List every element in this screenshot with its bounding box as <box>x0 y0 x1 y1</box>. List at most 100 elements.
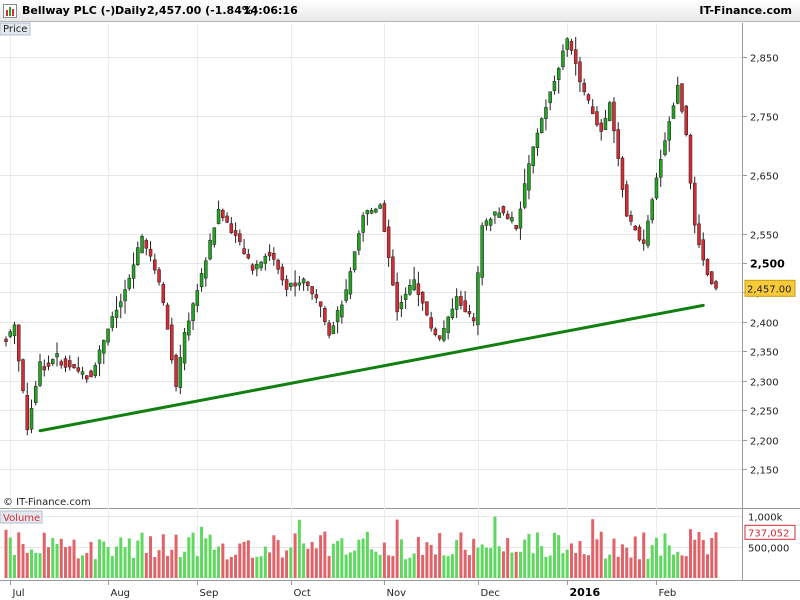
volume-bar <box>382 542 386 578</box>
candle-body <box>34 385 38 403</box>
candle-body <box>544 107 548 119</box>
volume-bar <box>323 531 327 578</box>
volume-bar <box>693 539 697 578</box>
candle-body <box>114 309 119 318</box>
price-tick-label: 2,350 <box>750 348 779 359</box>
candle-body <box>446 316 450 333</box>
volume-bar <box>268 552 272 578</box>
volume-bar <box>544 556 548 578</box>
volume-bar <box>459 532 463 578</box>
candle-body <box>463 300 467 313</box>
volume-bar <box>527 533 531 578</box>
candle-body <box>442 328 446 341</box>
volume-bar <box>157 550 161 578</box>
volume-bar <box>357 539 361 578</box>
last-volume-label: 737,052 <box>748 528 789 539</box>
candle-body <box>412 279 416 291</box>
volume-bar <box>229 556 233 578</box>
candle-body <box>93 365 98 376</box>
volume-bar <box>654 537 658 578</box>
volume-bar <box>472 538 476 578</box>
candle-body <box>272 252 276 260</box>
candle-body <box>208 240 212 260</box>
candle-body <box>556 68 561 80</box>
candle-body <box>369 210 374 214</box>
volume-bar <box>81 555 85 578</box>
volume-bar <box>187 537 191 578</box>
candle-body <box>4 338 8 343</box>
symbol-name: Bellway PLC (-) <box>22 4 116 17</box>
volume-bar <box>629 557 633 578</box>
candle-body <box>38 361 42 386</box>
candle-body <box>459 296 463 306</box>
volume-bar <box>51 538 55 578</box>
volume-bar <box>625 547 629 578</box>
volume-bar <box>310 542 314 578</box>
candle-body <box>395 282 399 313</box>
volume-bar <box>242 541 246 578</box>
volume-bar <box>225 559 229 578</box>
volume-bar <box>59 538 63 578</box>
candle-body <box>148 248 153 257</box>
candle-body <box>25 395 30 430</box>
price-tick-label: 2,250 <box>750 407 779 418</box>
candle-body <box>293 282 297 287</box>
volume-bar <box>391 555 395 578</box>
candle-body <box>501 206 506 214</box>
volume-bar <box>395 519 399 578</box>
candle-body <box>204 260 208 279</box>
price-tick-label: 2,500 <box>750 258 785 271</box>
support-trendline[interactable] <box>38 303 705 433</box>
volume-bar <box>608 554 612 578</box>
last-price-box <box>744 279 796 297</box>
candle-body <box>582 82 586 93</box>
volume-bar <box>586 555 590 578</box>
candle-body <box>510 217 514 222</box>
candle-body <box>335 310 340 322</box>
candle-body <box>692 182 697 226</box>
candle-body <box>284 279 289 290</box>
volume-bar <box>64 547 68 578</box>
candle-body <box>535 132 540 149</box>
volume-bar <box>467 555 471 578</box>
candle-body <box>153 259 157 271</box>
volume-bar <box>21 544 25 578</box>
volume-bar <box>523 539 527 578</box>
candle-body <box>276 259 280 270</box>
candle-body <box>29 408 34 430</box>
candle-body <box>603 118 608 131</box>
candle-body <box>8 331 13 337</box>
volume-bar <box>404 559 408 578</box>
period-label: Daily <box>115 4 147 17</box>
volume-bar <box>336 540 340 578</box>
candle-body <box>63 358 68 368</box>
candle-body <box>238 233 242 242</box>
volume-bar <box>38 553 42 578</box>
candle-body <box>705 259 710 275</box>
candle-body <box>199 273 204 288</box>
candle-body <box>450 308 455 318</box>
candle-body <box>352 251 357 271</box>
volume-panel-label-box <box>0 510 43 524</box>
candle-body <box>378 204 382 209</box>
price-tick-label: 2,850 <box>750 54 779 65</box>
candle-body <box>85 375 89 380</box>
candle-body <box>127 277 132 289</box>
volume-bar <box>646 558 650 578</box>
candle-body <box>331 325 336 335</box>
volume-bar <box>378 554 382 578</box>
volume-bar <box>115 546 119 578</box>
candle-body <box>267 252 272 257</box>
volume-bar <box>480 544 484 578</box>
candle-body <box>250 264 255 271</box>
candle-body <box>12 324 17 336</box>
candle-body <box>425 301 429 316</box>
candle-body <box>497 212 501 218</box>
volume-bar <box>327 556 331 578</box>
volume-bar <box>561 553 565 578</box>
candle-body <box>97 349 102 364</box>
candle-body <box>301 278 306 284</box>
volume-bar <box>170 549 174 578</box>
volume-bar <box>408 557 412 578</box>
volume-bar <box>110 556 114 578</box>
